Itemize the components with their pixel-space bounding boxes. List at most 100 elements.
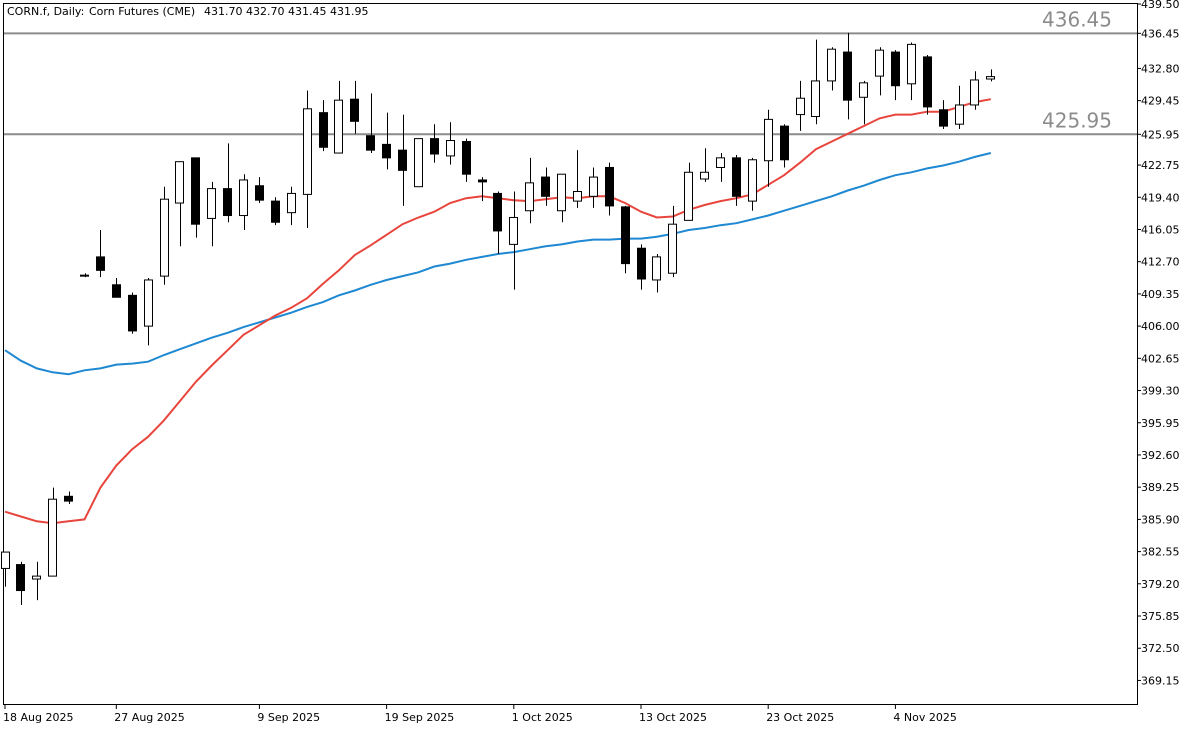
x-tick-label: 1 Oct 2025 xyxy=(512,711,573,724)
candle-body xyxy=(986,76,995,80)
candle-22[interactable] xyxy=(350,80,359,134)
candle-17[interactable] xyxy=(271,197,280,226)
x-axis: 18 Aug 2025 27 Aug 2025 9 Sep 2025 19 Sep 2… xyxy=(3,704,957,724)
candle-28[interactable] xyxy=(446,122,455,165)
candle-44[interactable] xyxy=(700,148,709,182)
candle-38[interactable] xyxy=(605,162,614,216)
candle-body xyxy=(732,157,741,197)
candle-26[interactable] xyxy=(414,138,423,188)
candle-body xyxy=(827,48,836,82)
candle-body xyxy=(923,56,932,108)
candle-body xyxy=(780,125,789,161)
candle-41[interactable] xyxy=(652,254,661,293)
candle-body xyxy=(493,192,502,232)
candle-3[interactable] xyxy=(48,487,57,577)
candle-53[interactable] xyxy=(843,32,852,120)
candle-5[interactable] xyxy=(80,273,89,278)
candle-48[interactable] xyxy=(764,109,773,187)
candle-body xyxy=(191,157,200,225)
candle-13[interactable] xyxy=(207,181,216,247)
y-tick-label: 379.20 xyxy=(1141,578,1180,591)
candle-body xyxy=(64,495,73,502)
candle-11[interactable] xyxy=(175,161,184,247)
candle-body xyxy=(128,294,137,332)
candle-62[interactable] xyxy=(986,69,995,82)
candle-52[interactable] xyxy=(827,47,836,91)
candle-40[interactable] xyxy=(637,244,646,290)
candle-20[interactable] xyxy=(319,100,328,152)
candle-39[interactable] xyxy=(621,205,630,274)
y-axis: 439.50 436.45 432.80 429.45 425.95 422.75 419.… xyxy=(1137,0,1180,687)
candle-35[interactable] xyxy=(557,173,566,223)
candle-body xyxy=(207,188,216,219)
candle-19[interactable] xyxy=(303,90,312,229)
candle-30[interactable] xyxy=(478,177,487,202)
candle-29[interactable] xyxy=(462,138,471,182)
candle-body xyxy=(112,284,121,298)
candle-8[interactable] xyxy=(128,292,137,334)
candle-1[interactable] xyxy=(16,561,25,605)
candle-32[interactable] xyxy=(509,191,518,290)
candle-9[interactable] xyxy=(144,278,153,346)
y-tick-label: 419.40 xyxy=(1141,191,1180,204)
candle-7[interactable] xyxy=(112,278,121,298)
candle-54[interactable] xyxy=(859,80,868,125)
candle-body xyxy=(796,97,805,116)
candle-body xyxy=(287,192,296,214)
candle-14[interactable] xyxy=(223,143,232,223)
candle-0[interactable] xyxy=(1,551,10,587)
candle-body xyxy=(509,216,518,245)
candle-51[interactable] xyxy=(811,39,820,125)
candle-33[interactable] xyxy=(525,157,534,224)
candle-4[interactable] xyxy=(64,491,73,505)
candle-45[interactable] xyxy=(716,153,725,182)
candle-body xyxy=(859,82,868,98)
candle-18[interactable] xyxy=(287,186,296,226)
candle-6[interactable] xyxy=(96,229,105,278)
candle-49[interactable] xyxy=(780,124,789,168)
candle-31[interactable] xyxy=(493,191,502,255)
candle-16[interactable] xyxy=(255,177,264,204)
candle-body xyxy=(525,182,534,212)
candle-24[interactable] xyxy=(382,112,391,170)
y-tick-label: 382.55 xyxy=(1141,546,1180,559)
candle-25[interactable] xyxy=(398,114,407,206)
candle-37[interactable] xyxy=(589,167,598,208)
candle-50[interactable] xyxy=(796,80,805,131)
candle-55[interactable] xyxy=(875,47,884,96)
candle-27[interactable] xyxy=(430,124,439,163)
candle-12[interactable] xyxy=(191,157,200,238)
y-tick-label: 395.95 xyxy=(1141,417,1180,430)
candle-56[interactable] xyxy=(891,50,900,101)
candle-42[interactable] xyxy=(668,205,677,278)
candle-23[interactable] xyxy=(366,93,375,154)
x-tick-label: 19 Sep 2025 xyxy=(385,711,455,724)
candle-58[interactable] xyxy=(923,54,932,115)
y-tick-label: 385.90 xyxy=(1141,513,1180,526)
candle-59[interactable] xyxy=(939,100,948,129)
candle-body xyxy=(573,191,582,202)
candle-body xyxy=(939,109,948,127)
candle-46[interactable] xyxy=(732,154,741,206)
candle-body xyxy=(48,498,57,577)
candle-34[interactable] xyxy=(541,167,550,206)
candle-10[interactable] xyxy=(160,186,169,285)
candle-21[interactable] xyxy=(334,80,343,154)
candle-body xyxy=(334,99,343,154)
candle-60[interactable] xyxy=(955,85,964,129)
candle-15[interactable] xyxy=(239,174,248,230)
y-tick-label: 432.80 xyxy=(1141,62,1180,75)
candle-body xyxy=(748,159,757,202)
candle-2[interactable] xyxy=(32,561,41,601)
candle-body xyxy=(382,143,391,159)
candle-body xyxy=(541,176,550,197)
candle-43[interactable] xyxy=(684,162,693,221)
candle-57[interactable] xyxy=(907,42,916,101)
horizontal-lines: 436.45 425.95 xyxy=(4,7,1137,136)
candle-36[interactable] xyxy=(573,150,582,208)
candle-61[interactable] xyxy=(970,71,979,110)
candle-47[interactable] xyxy=(748,157,757,211)
candle-body xyxy=(1,551,10,569)
candle-body xyxy=(970,79,979,106)
